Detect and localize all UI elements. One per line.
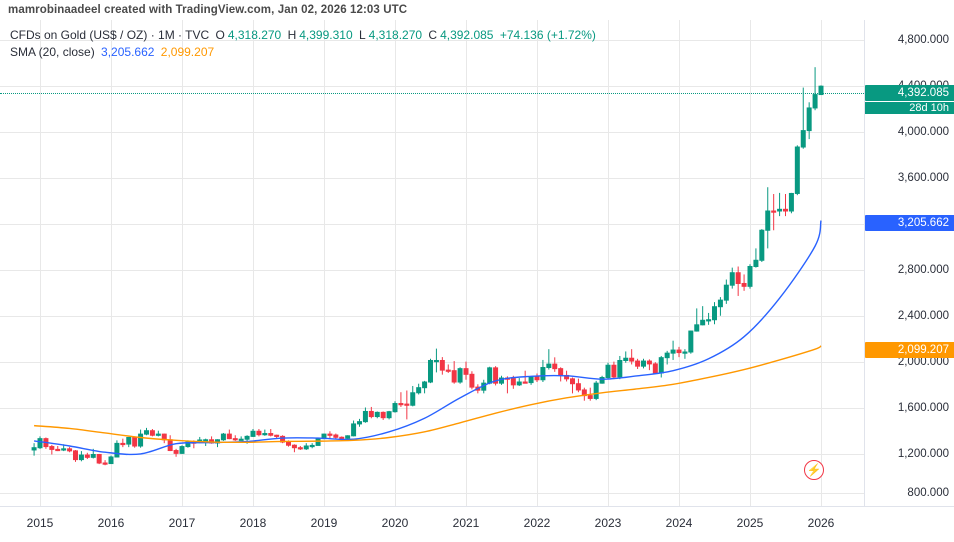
chart-plot-area[interactable]: ⚡ — [0, 20, 864, 506]
legend-close-value: 4,392.085 — [440, 28, 494, 42]
gridline-v — [537, 20, 538, 506]
time-axis[interactable]: 2015 2016 2017 2018 2019 2020 2021 2022 … — [0, 506, 954, 542]
price-axis-label: 3,600.000 — [897, 172, 949, 184]
bar-countdown-tag: 28d 10h — [865, 102, 954, 114]
last-price-tag: 4,392.085 — [865, 85, 954, 101]
sma-blue-price-tag: 3,205.662 — [865, 215, 954, 231]
price-axis-label: 4,000.000 — [897, 126, 949, 138]
legend-open-label: O — [215, 28, 225, 42]
gridline-v — [324, 20, 325, 506]
last-price-line — [0, 93, 864, 94]
legend-close-label: C — [428, 28, 438, 42]
price-series — [31, 67, 824, 466]
price-axis-label: 4,800.000 — [897, 34, 949, 46]
price-axis[interactable]: 4,800.000 4,400.000 4,000.000 3,600.000 … — [864, 20, 954, 506]
gridline-h — [0, 178, 864, 179]
event-flag-icon[interactable]: ⚡ — [804, 460, 824, 480]
time-axis-label: 2026 — [807, 516, 835, 530]
time-axis-label: 2020 — [381, 516, 409, 530]
time-axis-label: 2019 — [310, 516, 338, 530]
gridline-h — [0, 408, 864, 409]
legend-sma-value-orange: 2,099.207 — [160, 45, 215, 59]
gridline-v — [40, 20, 41, 506]
legend-low-label: L — [358, 28, 366, 42]
legend-high-value: 4,399.310 — [299, 28, 353, 42]
time-axis-label: 2016 — [97, 516, 125, 530]
price-axis-label: 1,600.000 — [897, 402, 949, 414]
legend-change-value: +74.136 (+1.72%) — [499, 28, 596, 42]
gridline-h — [0, 224, 864, 225]
candlestick-series — [31, 67, 824, 466]
time-axis-label: 2017 — [168, 516, 196, 530]
price-axis-label: 800.000 — [907, 487, 949, 499]
time-axis-label: 2024 — [665, 516, 693, 530]
gridline-h — [0, 86, 864, 87]
gridline-v — [466, 20, 467, 506]
time-axis-label: 2018 — [239, 516, 267, 530]
legend-open-value: 4,318.270 — [227, 28, 282, 42]
legend-low-value: 4,318.270 — [368, 28, 423, 42]
legend-symbol[interactable]: CFDs on Gold (US$ / OZ) · 1M · TVC — [10, 28, 210, 42]
gridline-v — [182, 20, 183, 506]
legend-sma-value-blue: 3,205.662 — [101, 45, 155, 59]
gridline-h — [0, 493, 864, 494]
chart-legend: CFDs on Gold (US$ / OZ) · 1M · TVC O 4,31… — [10, 27, 599, 61]
watermark-text: mamrobinaadeel created with TradingView.… — [8, 4, 408, 16]
gridline-h — [0, 132, 864, 133]
legend-sma-label[interactable]: SMA (20, close) — [10, 45, 95, 59]
gridline-v — [821, 20, 822, 506]
gridline-h — [0, 270, 864, 271]
gridline-v — [679, 20, 680, 506]
legend-high-label: H — [287, 28, 297, 42]
time-axis-label: 2025 — [736, 516, 764, 530]
price-axis-label: 2,000.000 — [897, 356, 949, 368]
gridline-v — [750, 20, 751, 506]
gridline-h — [0, 454, 864, 455]
gridline-h — [0, 40, 864, 41]
event-flag-glyph: ⚡ — [806, 463, 822, 477]
gridline-v — [253, 20, 254, 506]
price-axis-label: 2,800.000 — [897, 264, 949, 276]
price-axis-label: 1,200.000 — [897, 448, 949, 460]
time-axis-label: 2022 — [523, 516, 551, 530]
sma-line-blue — [33, 220, 822, 456]
price-axis-label: 2,400.000 — [897, 310, 949, 322]
legend-row-ohlc: CFDs on Gold (US$ / OZ) · 1M · TVC O 4,31… — [10, 27, 599, 44]
gridline-h — [0, 316, 864, 317]
sma-orange-price-tag: 2,099.207 — [865, 342, 954, 358]
gridline-v — [111, 20, 112, 506]
sma-line-orange — [34, 345, 822, 444]
time-axis-label: 2023 — [594, 516, 622, 530]
gridline-v — [395, 20, 396, 506]
time-axis-label: 2021 — [452, 516, 480, 530]
gridline-v — [608, 20, 609, 506]
time-axis-label: 2015 — [26, 516, 54, 530]
legend-row-sma: SMA (20, close) 3,205.662 2,099.207 — [10, 44, 599, 61]
